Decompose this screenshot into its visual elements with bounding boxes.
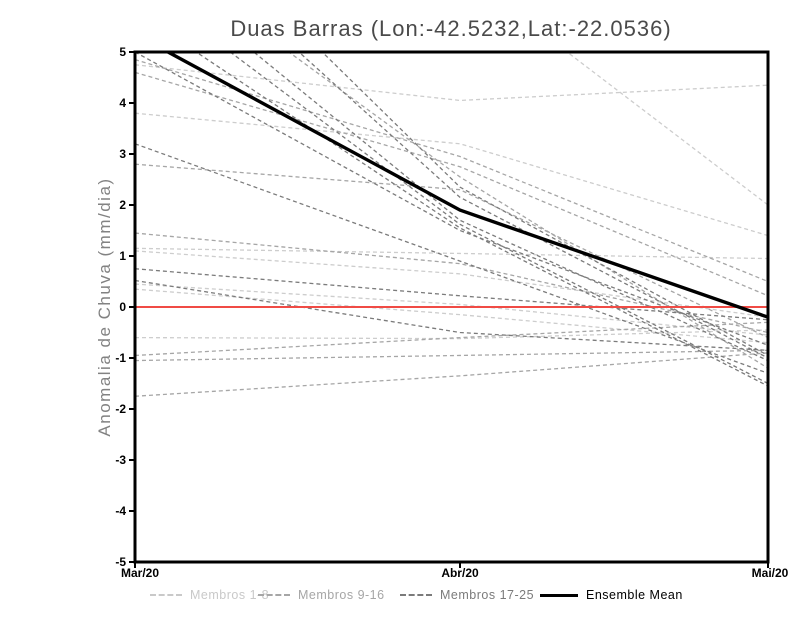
legend-item-membros-1-8: Membros 1-8 bbox=[150, 585, 269, 605]
member-line bbox=[321, 52, 768, 357]
member-line bbox=[135, 232, 768, 334]
member-line bbox=[135, 52, 768, 346]
legend-label: Membros 1-8 bbox=[190, 588, 270, 602]
member-line bbox=[135, 352, 768, 397]
solid-line-sample-black bbox=[540, 593, 578, 597]
member-line bbox=[252, 52, 768, 362]
y-tick-label: 0 bbox=[119, 300, 126, 314]
y-tick-label: -4 bbox=[115, 504, 126, 518]
y-tick-label: -5 bbox=[115, 555, 126, 569]
member-line bbox=[287, 52, 768, 369]
member-line bbox=[135, 288, 768, 344]
y-tick-label: 2 bbox=[119, 198, 126, 212]
legend-item-ensemble-mean: Ensemble Mean bbox=[540, 585, 683, 605]
dashed-line-sample-medium bbox=[258, 594, 290, 596]
y-tick-label: -1 bbox=[115, 351, 126, 365]
member-line bbox=[135, 112, 768, 237]
legend-item-membros-17-25: Membros 17-25 bbox=[400, 585, 534, 605]
member-line bbox=[135, 321, 768, 357]
y-tick-label: -2 bbox=[115, 402, 126, 416]
member-line bbox=[229, 52, 768, 385]
y-tick-label: -3 bbox=[115, 453, 126, 467]
member-line bbox=[135, 143, 768, 374]
x-tick-label-abr: Abr/20 bbox=[441, 566, 479, 580]
chart-legend: Membros 1-8 Membros 9-16 Membros 17-25 E… bbox=[0, 585, 800, 607]
ensemble-mean-line bbox=[164, 52, 768, 319]
dashed-line-sample-light bbox=[150, 594, 182, 596]
y-tick-label: 4 bbox=[119, 96, 126, 110]
y-tick-label: 1 bbox=[119, 249, 126, 263]
legend-label: Membros 17-25 bbox=[440, 588, 535, 602]
x-tick-label-mai: Mai/20 bbox=[751, 566, 789, 580]
member-line bbox=[566, 52, 768, 206]
legend-label: Ensemble Mean bbox=[586, 588, 683, 602]
chart-title: Duas Barras (Lon:-42.5232,Lat:-22.0536) bbox=[230, 16, 672, 41]
member-line bbox=[135, 71, 768, 297]
member-line bbox=[135, 268, 768, 321]
member-line bbox=[195, 52, 768, 387]
legend-label: Membros 9-16 bbox=[298, 588, 385, 602]
member-line bbox=[135, 59, 768, 283]
y-tick-label: 3 bbox=[119, 147, 126, 161]
member-line bbox=[135, 329, 768, 340]
member-line bbox=[135, 250, 768, 318]
legend-item-membros-9-16: Membros 9-16 bbox=[258, 585, 385, 605]
y-tick-label: 5 bbox=[119, 45, 126, 59]
member-line bbox=[297, 52, 768, 359]
member-line bbox=[135, 279, 768, 351]
dashed-line-sample-dark bbox=[400, 594, 432, 596]
member-line bbox=[135, 349, 768, 362]
x-tick-label-mar: Mar/20 bbox=[120, 566, 160, 580]
member-line bbox=[135, 283, 768, 336]
member-line bbox=[135, 247, 768, 260]
member-line bbox=[135, 163, 768, 339]
member-line bbox=[135, 64, 768, 102]
